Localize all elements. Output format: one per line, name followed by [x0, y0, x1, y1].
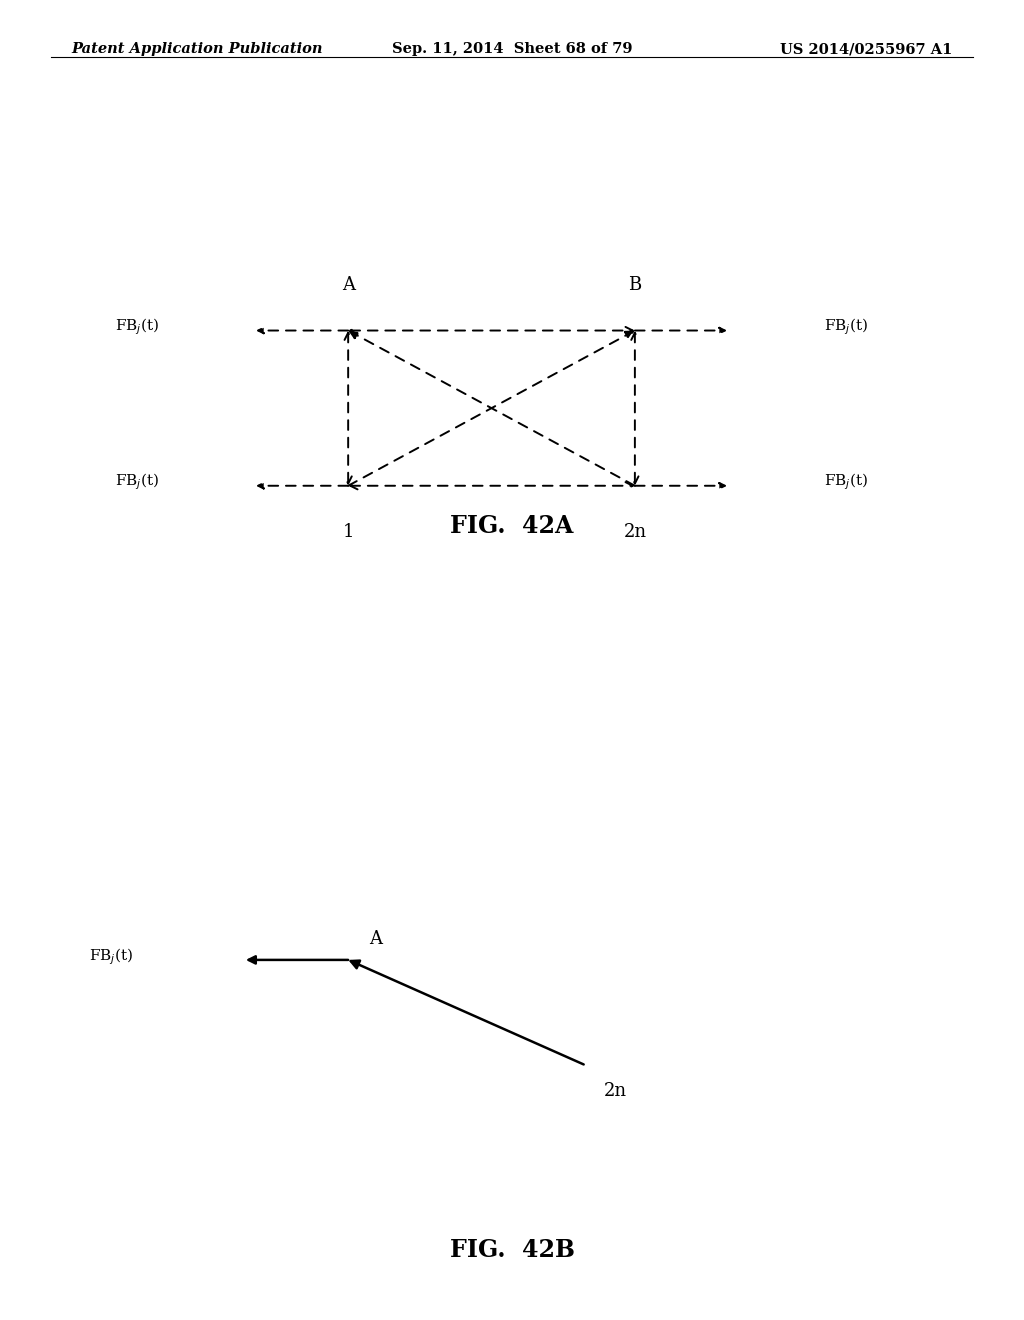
- Text: US 2014/0255967 A1: US 2014/0255967 A1: [780, 42, 952, 57]
- Text: FB$_j$(t): FB$_j$(t): [824, 471, 868, 492]
- Text: 2n: 2n: [624, 523, 646, 541]
- Text: FIG.  42A: FIG. 42A: [451, 515, 573, 539]
- Text: A: A: [342, 276, 354, 293]
- Text: B: B: [629, 276, 641, 293]
- Text: FB$_j$(t): FB$_j$(t): [115, 317, 159, 337]
- Text: FB$_j$(t): FB$_j$(t): [824, 317, 868, 337]
- Text: FIG.  42B: FIG. 42B: [450, 1238, 574, 1262]
- Text: 2n: 2n: [604, 1082, 628, 1100]
- Text: Patent Application Publication: Patent Application Publication: [72, 42, 324, 57]
- Text: A: A: [369, 931, 382, 948]
- Text: FB$_j$(t): FB$_j$(t): [115, 471, 159, 492]
- Text: Sep. 11, 2014  Sheet 68 of 79: Sep. 11, 2014 Sheet 68 of 79: [392, 42, 632, 57]
- Text: FB$_j$(t): FB$_j$(t): [89, 946, 133, 968]
- Text: 1: 1: [342, 523, 354, 541]
